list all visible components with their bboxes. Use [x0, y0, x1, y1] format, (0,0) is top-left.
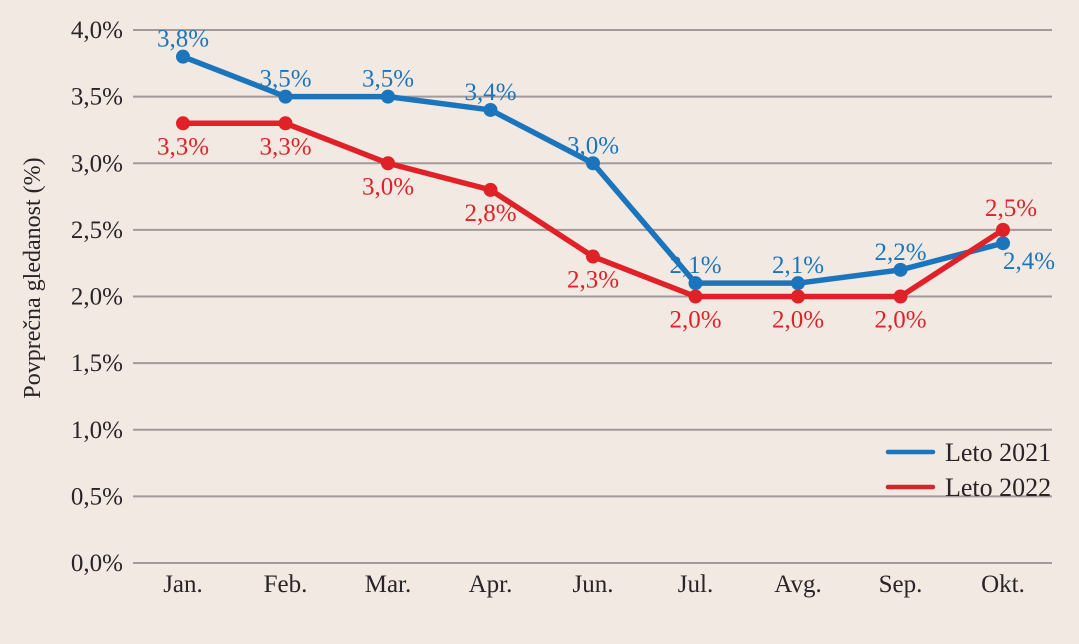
- data-label-leto-2021: 2,1%: [772, 252, 824, 279]
- data-point-leto-2022: [586, 249, 600, 264]
- data-point-leto-2021: [893, 262, 908, 277]
- data-label-leto-2022: 2,0%: [669, 307, 721, 334]
- data-label-leto-2021: 2,4%: [1003, 248, 1055, 275]
- y-tick-label: 0,5%: [71, 483, 123, 510]
- x-tick-label: Okt.: [981, 571, 1025, 598]
- data-point-leto-2021: [278, 89, 293, 104]
- x-tick-label: Jul.: [678, 571, 713, 598]
- y-tick-label: 1,0%: [71, 417, 123, 444]
- data-point-leto-2021: [381, 89, 395, 104]
- data-point-leto-2021: [176, 49, 190, 64]
- data-point-leto-2022: [893, 289, 908, 304]
- axis-layer: 0,0% 0,5% 1,0% 1,5% 2,0% 2,5% 3,0% 3,5% 4,0% Jan.…: [71, 17, 1025, 598]
- data-label-leto-2021: 3,4%: [464, 79, 516, 106]
- y-axis-title: Povprečna gledanost (%): [20, 157, 46, 398]
- x-tick-label: Jan.: [163, 571, 203, 598]
- data-label-leto-2022: 3,3%: [259, 133, 311, 160]
- data-point-leto-2021: [688, 276, 703, 291]
- data-label-leto-2021: 2,1%: [669, 252, 721, 279]
- y-tick-label: 4,0%: [71, 17, 123, 44]
- series-layer: 3,8% 3,5% 3,5% 3,4% 3,0% 2,1% 2,1% 2,2% 2,4% 3,3%…: [157, 26, 1055, 334]
- data-label-leto-2021: 3,5%: [362, 66, 414, 93]
- data-point-leto-2021: [483, 102, 498, 117]
- x-tick-label: Feb.: [264, 571, 308, 598]
- data-point-leto-2022: [278, 116, 293, 131]
- data-point-leto-2022: [791, 289, 805, 304]
- data-point-leto-2022: [483, 182, 498, 197]
- grid-layer: [133, 29, 1052, 564]
- y-tick-label: 3,0%: [71, 150, 123, 177]
- x-tick-label: Avg.: [774, 571, 821, 598]
- legend-label: Leto 2022: [945, 473, 1051, 502]
- legend: Leto 2021 Leto 2022: [885, 438, 1051, 502]
- legend-label: Leto 2021: [945, 438, 1051, 467]
- data-point-leto-2022: [381, 156, 395, 171]
- data-point-leto-2022: [688, 289, 703, 304]
- data-label-leto-2021: 3,5%: [259, 66, 311, 93]
- data-point-leto-2021: [996, 236, 1010, 251]
- data-label-leto-2022: 3,3%: [157, 133, 209, 160]
- data-point-leto-2021: [586, 156, 600, 171]
- data-label-leto-2022: 2,3%: [567, 267, 619, 294]
- data-point-leto-2021: [791, 276, 805, 291]
- data-label-leto-2022: 2,0%: [874, 307, 926, 334]
- x-tick-label: Sep.: [879, 571, 923, 598]
- data-label-leto-2022: 3,0%: [362, 173, 414, 200]
- y-tick-label: 2,5%: [71, 217, 123, 244]
- x-tick-label: Jun.: [573, 571, 614, 598]
- x-tick-label: Apr.: [469, 571, 513, 598]
- y-tick-label: 1,5%: [71, 350, 123, 377]
- data-label-leto-2021: 2,2%: [874, 239, 926, 266]
- data-label-leto-2022: 2,0%: [772, 307, 824, 334]
- data-label-leto-2022: 2,5%: [985, 195, 1037, 222]
- y-tick-label: 3,5%: [71, 84, 123, 111]
- y-tick-label: 0,0%: [71, 550, 123, 577]
- x-tick-label: Mar.: [365, 571, 412, 598]
- data-label-leto-2021: 3,8%: [157, 26, 209, 53]
- data-point-leto-2022: [996, 222, 1010, 237]
- y-tick-label: 2,0%: [71, 284, 123, 311]
- data-label-leto-2022: 2,8%: [464, 200, 516, 227]
- data-label-leto-2021: 3,0%: [567, 132, 619, 159]
- data-point-leto-2022: [176, 116, 190, 131]
